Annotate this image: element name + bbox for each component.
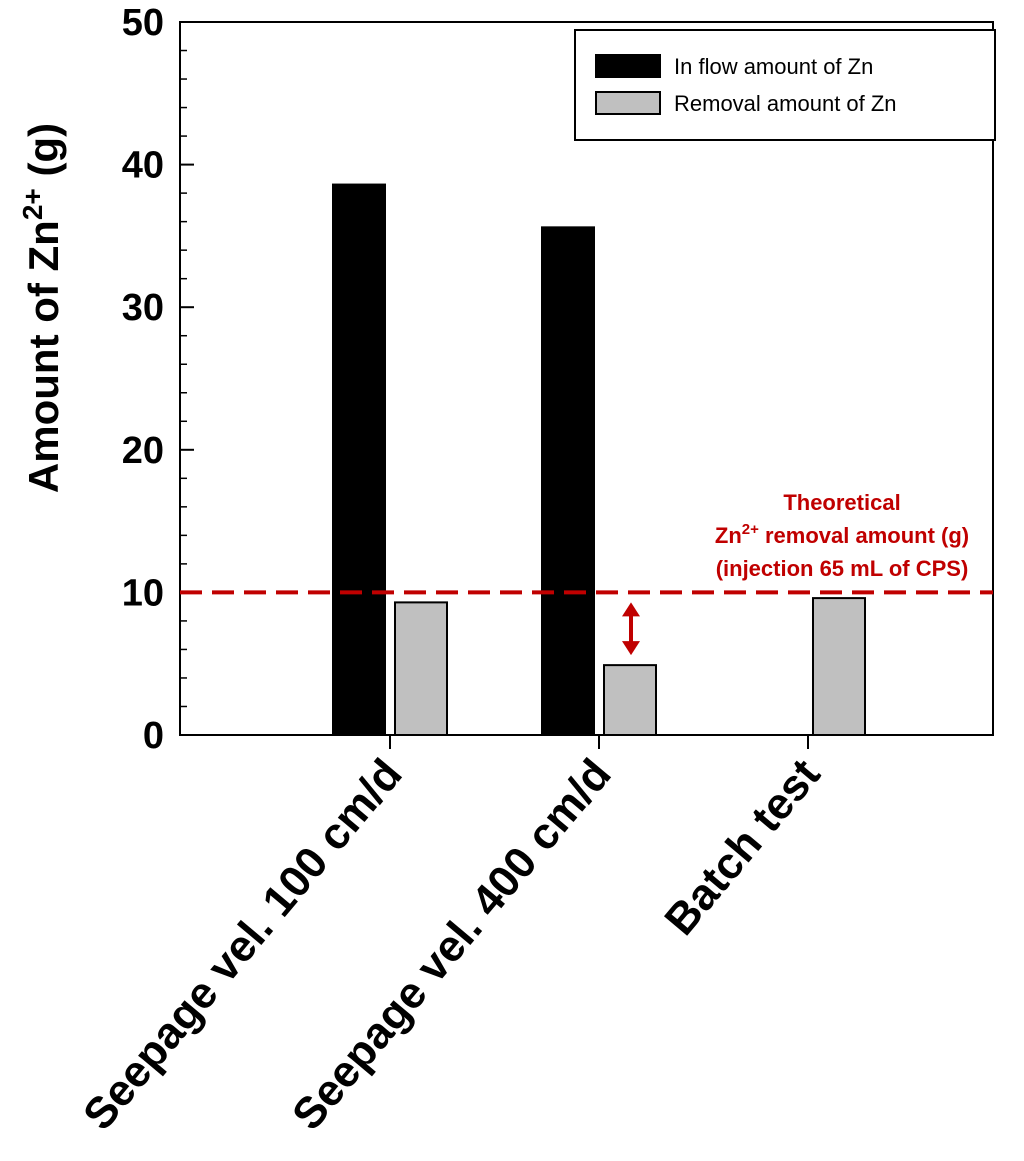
svg-text:Amount of Zn2+ (g): Amount of Zn2+ (g)	[17, 123, 67, 493]
legend-box	[574, 29, 996, 141]
bar-removal-1	[603, 664, 657, 736]
y-tick-label: 40	[122, 145, 164, 187]
bar-removal-0	[394, 601, 448, 737]
legend-label-in-flow: In flow amount of Zn	[674, 54, 873, 79]
annotation: Theoretical Zn2+ removal amount (g) (inj…	[715, 490, 969, 581]
y-axis-label-sup: 2+	[17, 188, 48, 220]
y-tick-label: 10	[122, 572, 164, 614]
y-axis-label-main: Amount of Zn	[20, 220, 67, 493]
legend: In flow amount of Zn Removal amount of Z…	[574, 29, 996, 141]
legend-label-removal: Removal amount of Zn	[674, 91, 897, 116]
arrow-head-down	[622, 641, 640, 656]
annotation-line-2: Zn2+ removal amount (g)	[715, 521, 969, 548]
annotation-line-1: Theoretical	[783, 490, 900, 515]
annotation-line-3: (injection 65 mL of CPS)	[716, 556, 969, 581]
bar-removal-2	[812, 597, 866, 736]
difference-arrow	[622, 602, 640, 656]
annotation-line-2-main: Zn	[715, 523, 742, 548]
y-axis-label: Amount of Zn2+ (g)	[17, 123, 67, 493]
bars	[332, 183, 866, 737]
bar-in-flow-1	[541, 226, 595, 736]
y-tick-label: 30	[122, 287, 164, 329]
y-tick-label: 0	[143, 715, 164, 757]
annotation-line-2-sup: 2+	[742, 521, 759, 538]
legend-swatch-removal	[595, 91, 661, 115]
y-axis-ticks: 0 10 20 30 40 50	[122, 2, 194, 757]
y-tick-label: 20	[122, 430, 164, 472]
y-tick-label: 50	[122, 2, 164, 44]
x-axis-ticks	[389, 735, 809, 749]
arrow-head-up	[622, 602, 640, 617]
y-axis-label-unit: (g)	[20, 123, 67, 188]
legend-swatch-in-flow	[595, 54, 661, 78]
annotation-line-2-rest: removal amount (g)	[759, 523, 969, 548]
bar-in-flow-0	[332, 183, 386, 736]
x-category-label-2: Batch test	[655, 750, 829, 945]
plot-frame	[179, 21, 994, 736]
